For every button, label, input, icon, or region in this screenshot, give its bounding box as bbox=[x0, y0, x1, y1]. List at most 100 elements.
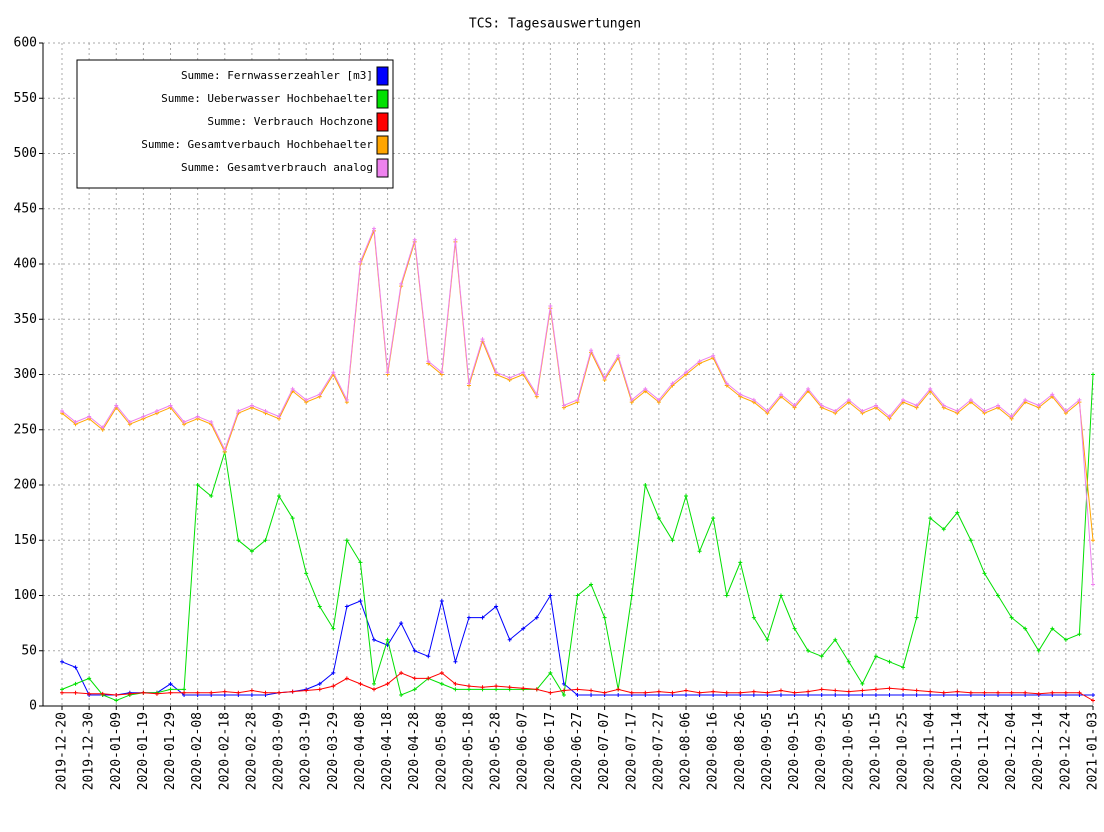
point-marker bbox=[751, 689, 756, 694]
point-marker bbox=[426, 676, 431, 681]
x-tick-label: 2020-05-18 bbox=[461, 712, 476, 790]
point-marker bbox=[466, 615, 471, 620]
point-marker bbox=[439, 670, 444, 675]
point-marker bbox=[534, 615, 539, 620]
point-marker bbox=[168, 403, 173, 408]
point-marker bbox=[684, 688, 689, 693]
point-marker bbox=[819, 403, 824, 408]
legend: Summe: Fernwasserzeahler [m3] Summe: Uebe… bbox=[76, 59, 394, 189]
point-marker bbox=[195, 690, 200, 695]
y-tick-label: 0 bbox=[29, 699, 37, 714]
point-marker bbox=[1091, 582, 1095, 587]
point-marker bbox=[439, 681, 444, 686]
point-marker bbox=[778, 593, 783, 598]
point-marker bbox=[602, 615, 607, 620]
point-marker bbox=[955, 689, 960, 694]
point-marker bbox=[778, 692, 783, 697]
point-marker bbox=[914, 403, 919, 408]
point-marker bbox=[928, 386, 933, 391]
point-marker bbox=[751, 615, 756, 620]
point-marker bbox=[209, 494, 214, 499]
point-marker bbox=[792, 403, 797, 408]
point-marker bbox=[1091, 698, 1095, 703]
point-marker bbox=[344, 538, 349, 543]
point-marker bbox=[331, 626, 336, 631]
point-marker bbox=[453, 681, 458, 686]
point-marker bbox=[1063, 408, 1068, 413]
point-marker bbox=[141, 690, 146, 695]
point-marker bbox=[399, 281, 404, 286]
point-marker bbox=[738, 560, 743, 565]
x-tick-label: 2020-10-15 bbox=[868, 712, 883, 790]
point-marker bbox=[873, 403, 878, 408]
point-marker bbox=[59, 408, 64, 413]
point-marker bbox=[344, 676, 349, 681]
point-marker bbox=[236, 408, 241, 413]
point-marker bbox=[1063, 637, 1068, 642]
x-tick-label: 2020-06-17 bbox=[543, 712, 558, 790]
point-marker bbox=[290, 689, 295, 694]
point-marker bbox=[697, 690, 702, 695]
point-marker bbox=[317, 687, 322, 692]
point-marker bbox=[507, 637, 512, 642]
point-marker bbox=[236, 690, 241, 695]
point-marker bbox=[873, 654, 878, 659]
point-marker bbox=[466, 684, 471, 689]
point-marker bbox=[412, 648, 417, 653]
x-tick-label: 2020-03-19 bbox=[299, 712, 314, 790]
point-marker bbox=[996, 403, 1001, 408]
point-marker bbox=[331, 684, 336, 689]
point-marker bbox=[765, 637, 770, 642]
point-marker bbox=[1009, 690, 1014, 695]
point-marker bbox=[426, 654, 431, 659]
point-marker bbox=[941, 403, 946, 408]
point-marker bbox=[670, 690, 675, 695]
point-marker bbox=[629, 397, 634, 402]
x-tick-label: 2020-04-08 bbox=[353, 712, 368, 790]
point-marker bbox=[1091, 692, 1095, 697]
point-marker bbox=[806, 689, 811, 694]
point-marker bbox=[168, 690, 173, 695]
point-marker bbox=[643, 483, 648, 487]
point-marker bbox=[466, 381, 471, 386]
point-marker bbox=[439, 370, 444, 375]
x-tick-label: 2020-05-08 bbox=[434, 712, 449, 790]
point-marker bbox=[751, 397, 756, 402]
point-marker bbox=[887, 659, 892, 664]
point-marker bbox=[982, 408, 987, 413]
point-marker bbox=[249, 692, 254, 697]
point-marker bbox=[724, 381, 729, 386]
point-marker bbox=[670, 381, 675, 386]
point-marker bbox=[399, 692, 404, 697]
point-marker bbox=[331, 670, 336, 675]
point-marker bbox=[833, 408, 838, 413]
point-marker bbox=[385, 637, 390, 642]
point-marker bbox=[697, 359, 702, 364]
point-marker bbox=[914, 615, 919, 620]
point-marker bbox=[1077, 690, 1082, 695]
point-marker bbox=[209, 420, 214, 425]
point-marker bbox=[616, 687, 621, 692]
point-marker bbox=[1023, 690, 1028, 695]
point-marker bbox=[209, 690, 214, 695]
point-marker bbox=[765, 690, 770, 695]
x-tick-label: 2020-08-06 bbox=[679, 712, 694, 790]
point-marker bbox=[290, 516, 295, 521]
point-marker bbox=[684, 692, 689, 697]
point-marker bbox=[304, 688, 309, 693]
point-marker bbox=[778, 392, 783, 397]
point-marker bbox=[1009, 615, 1014, 620]
point-marker bbox=[114, 698, 119, 703]
legend-swatch bbox=[376, 135, 389, 155]
y-tick-label: 250 bbox=[14, 422, 37, 437]
point-marker bbox=[697, 549, 702, 554]
point-marker bbox=[494, 684, 499, 689]
y-tick-label: 100 bbox=[14, 588, 37, 603]
point-marker bbox=[1063, 690, 1068, 695]
point-marker bbox=[928, 516, 933, 521]
x-tick-label: 2020-08-16 bbox=[706, 712, 721, 790]
point-marker bbox=[87, 691, 92, 696]
point-marker bbox=[141, 414, 146, 419]
point-marker bbox=[494, 604, 499, 609]
point-marker bbox=[507, 685, 512, 690]
